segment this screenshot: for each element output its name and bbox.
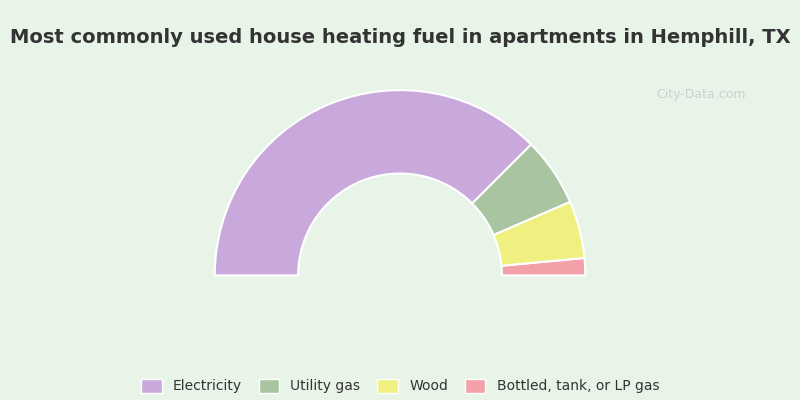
Wedge shape [472, 144, 570, 235]
Text: Most commonly used house heating fuel in apartments in Hemphill, TX: Most commonly used house heating fuel in… [10, 28, 790, 47]
Legend: Electricity, Utility gas, Wood, Bottled, tank, or LP gas: Electricity, Utility gas, Wood, Bottled,… [134, 372, 666, 400]
Wedge shape [494, 202, 585, 266]
Wedge shape [502, 258, 586, 275]
Wedge shape [214, 90, 531, 275]
Text: City-Data.com: City-Data.com [656, 88, 746, 101]
